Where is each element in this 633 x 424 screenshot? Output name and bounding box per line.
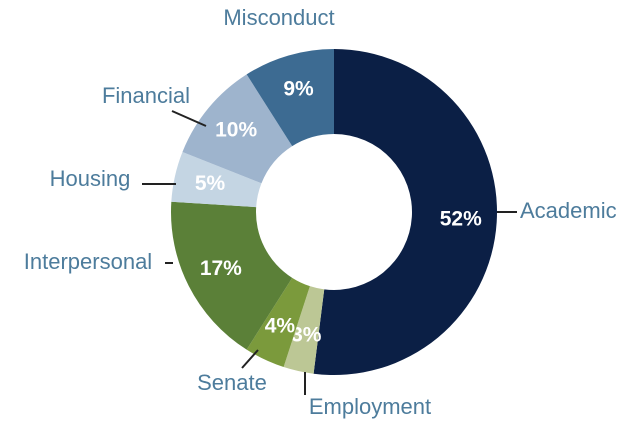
value-label: 3% — [291, 323, 322, 346]
donut-slice — [313, 49, 497, 375]
donut-slice — [246, 277, 310, 368]
value-label: 52% — [440, 208, 482, 231]
leader-line — [171, 110, 207, 127]
donut-slice — [283, 286, 325, 374]
value-label: 5% — [195, 172, 226, 195]
value-label: 9% — [283, 78, 314, 101]
donut-slice — [246, 49, 334, 147]
category-label: Interpersonal — [24, 249, 152, 274]
category-label: Misconduct — [223, 5, 334, 30]
value-label: 17% — [200, 257, 242, 280]
category-label: Financial — [102, 83, 190, 108]
donut-slice — [171, 151, 262, 208]
category-label: Housing — [50, 166, 131, 191]
value-label: 4% — [265, 314, 296, 337]
donut-slice — [171, 201, 293, 350]
leader-line — [241, 349, 259, 369]
category-label: Employment — [309, 394, 431, 419]
donut-slice — [182, 74, 293, 184]
category-label: Senate — [197, 370, 267, 395]
value-label: 10% — [215, 119, 257, 142]
category-label: Academic — [520, 198, 617, 223]
